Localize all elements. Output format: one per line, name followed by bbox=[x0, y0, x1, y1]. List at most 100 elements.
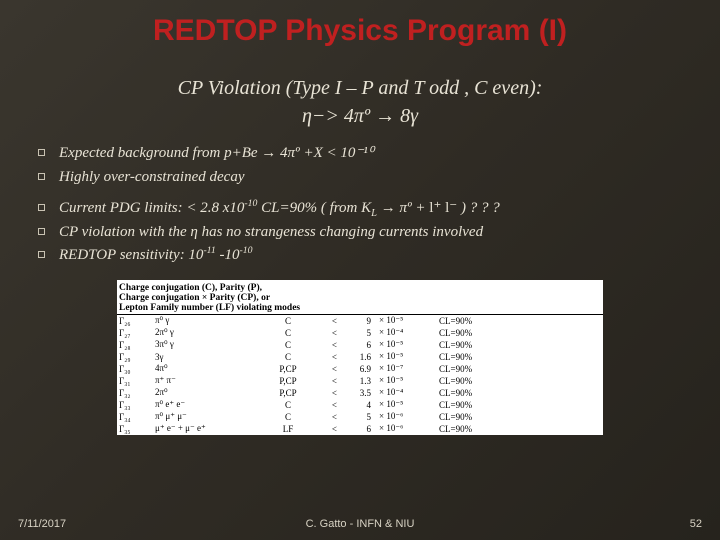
cell-cl: CL=90% bbox=[437, 411, 603, 423]
bullet-item: Expected background from p+Be → 4πº +X <… bbox=[38, 144, 700, 164]
bullet-text: Highly over-constrained decay bbox=[59, 168, 700, 188]
subtitle-line2: η−> 4πº → 8γ bbox=[302, 105, 418, 127]
cell-gamma: Γ₃₅ bbox=[117, 423, 153, 435]
cell-lt: < bbox=[313, 375, 343, 387]
cell-mode: 2π⁰ γ bbox=[153, 327, 263, 339]
table-header-line: Charge conjugation × Parity (CP), or bbox=[119, 293, 270, 303]
cell-gamma: Γ₂₉ bbox=[117, 351, 153, 363]
cell-tag: C bbox=[263, 314, 313, 327]
cell-exp: × 10⁻⁶ bbox=[377, 411, 437, 423]
cell-mode: 3γ bbox=[153, 351, 263, 363]
cell-lt: < bbox=[313, 327, 343, 339]
cell-tag: P,CP bbox=[263, 375, 313, 387]
cell-gamma: Γ₃₂ bbox=[117, 387, 153, 399]
cell-tag: C bbox=[263, 399, 313, 411]
cell-gamma: Γ₂₇ bbox=[117, 327, 153, 339]
bullet-sup: -11 bbox=[203, 245, 215, 256]
cell-val: 4 bbox=[343, 399, 377, 411]
table-header-line: Charge conjugation (C), Parity (P), bbox=[119, 283, 262, 293]
bullet-text: REDTOP sensitivity: 10-11 -10-10 bbox=[59, 246, 700, 266]
cell-cl: CL=90% bbox=[437, 314, 603, 327]
table-header-line: Lepton Family number (LF) violating mode… bbox=[119, 303, 300, 313]
pdg-table: Charge conjugation (C), Parity (P), Char… bbox=[117, 280, 603, 435]
bullet-square-icon bbox=[38, 204, 45, 211]
bullet-item: CP violation with the η has no strangene… bbox=[38, 223, 700, 243]
cell-lt: < bbox=[313, 314, 343, 327]
cell-cl: CL=90% bbox=[437, 423, 603, 435]
cell-exp: × 10⁻⁵ bbox=[377, 375, 437, 387]
cell-lt: < bbox=[313, 351, 343, 363]
cell-val: 5 bbox=[343, 411, 377, 423]
cell-val: 5 bbox=[343, 327, 377, 339]
bullet-item: Current PDG limits: < 2.8 x10-10 CL=90% … bbox=[38, 199, 700, 219]
bullet-item: REDTOP sensitivity: 10-11 -10-10 bbox=[38, 246, 700, 266]
bullet-text: CP violation with the η has no strangene… bbox=[59, 223, 700, 243]
cell-gamma: Γ₂₈ bbox=[117, 339, 153, 351]
bullet-fragment: Current PDG limits: < 2.8 x10 bbox=[59, 200, 244, 216]
cell-exp: × 10⁻⁷ bbox=[377, 363, 437, 375]
cell-cl: CL=90% bbox=[437, 339, 603, 351]
cell-mode: π⁺ π⁻ bbox=[153, 375, 263, 387]
cell-mode: μ⁺ e⁻ + μ⁻ e⁺ bbox=[153, 423, 263, 435]
cell-val: 9 bbox=[343, 314, 377, 327]
table-header: Charge conjugation (C), Parity (P), Char… bbox=[117, 280, 603, 315]
table-row: Γ₃₂2π⁰P,CP<3.5× 10⁻⁴CL=90% bbox=[117, 387, 603, 399]
table-row: Γ₃₅μ⁺ e⁻ + μ⁻ e⁺LF<6× 10⁻⁶CL=90% bbox=[117, 423, 603, 435]
cell-mode: π⁰ e⁺ e⁻ bbox=[153, 399, 263, 411]
cell-mode: 4π⁰ bbox=[153, 363, 263, 375]
cell-mode: 2π⁰ bbox=[153, 387, 263, 399]
cell-val: 1.6 bbox=[343, 351, 377, 363]
table-row: Γ₂₈3π⁰ γC<6× 10⁻⁵CL=90% bbox=[117, 339, 603, 351]
cell-tag: C bbox=[263, 327, 313, 339]
cell-lt: < bbox=[313, 411, 343, 423]
cell-lt: < bbox=[313, 339, 343, 351]
cell-tag: C bbox=[263, 339, 313, 351]
bullet-fragment: → πº + bbox=[377, 200, 429, 216]
cell-exp: × 10⁻⁴ bbox=[377, 327, 437, 339]
table-row: Γ₂₆π⁰ γC<9× 10⁻⁵CL=90% bbox=[117, 314, 603, 327]
bullet-fragment: -10 bbox=[216, 247, 240, 263]
cell-cl: CL=90% bbox=[437, 399, 603, 411]
cell-val: 6.9 bbox=[343, 363, 377, 375]
cell-cl: CL=90% bbox=[437, 387, 603, 399]
cell-gamma: Γ₃₄ bbox=[117, 411, 153, 423]
cell-val: 6 bbox=[343, 339, 377, 351]
table-row: Γ₃₃π⁰ e⁺ e⁻C<4× 10⁻⁵CL=90% bbox=[117, 399, 603, 411]
bullet-sup: -10 bbox=[239, 245, 252, 256]
footer-page-number: 52 bbox=[690, 518, 702, 530]
cell-cl: CL=90% bbox=[437, 351, 603, 363]
cell-lt: < bbox=[313, 399, 343, 411]
cell-lt: < bbox=[313, 387, 343, 399]
bullet-fragment: ) ? ? ? bbox=[457, 200, 500, 216]
subtitle: CP Violation (Type I – P and T odd , C e… bbox=[0, 74, 720, 130]
table-row: Γ₂₉3γC<1.6× 10⁻⁵CL=90% bbox=[117, 351, 603, 363]
cell-exp: × 10⁻⁵ bbox=[377, 399, 437, 411]
subtitle-line1: CP Violation (Type I – P and T odd , C e… bbox=[178, 77, 543, 99]
bullet-fragment: REDTOP sensitivity: 10 bbox=[59, 247, 203, 263]
cell-val: 3.5 bbox=[343, 387, 377, 399]
cell-cl: CL=90% bbox=[437, 375, 603, 387]
cell-gamma: Γ₃₁ bbox=[117, 375, 153, 387]
bullet-square-icon bbox=[38, 228, 45, 235]
cell-cl: CL=90% bbox=[437, 363, 603, 375]
bullet-text: Current PDG limits: < 2.8 x10-10 CL=90% … bbox=[59, 199, 700, 219]
cell-exp: × 10⁻⁵ bbox=[377, 339, 437, 351]
table-row: Γ₂₇2π⁰ γC<5× 10⁻⁴CL=90% bbox=[117, 327, 603, 339]
cell-tag: P,CP bbox=[263, 363, 313, 375]
bullet-square-icon bbox=[38, 173, 45, 180]
cell-gamma: Γ₃₃ bbox=[117, 399, 153, 411]
bullet-fragment: CL=90% ( from K bbox=[257, 200, 371, 216]
cell-tag: LF bbox=[263, 423, 313, 435]
cell-exp: × 10⁻⁴ bbox=[377, 387, 437, 399]
table-row: Γ₃₁π⁺ π⁻P,CP<1.3× 10⁻⁵CL=90% bbox=[117, 375, 603, 387]
cell-lt: < bbox=[313, 363, 343, 375]
bullet-list: Expected background from p+Be → 4πº +X <… bbox=[38, 144, 700, 266]
cell-val: 1.3 bbox=[343, 375, 377, 387]
bullet-item: Highly over-constrained decay bbox=[38, 168, 700, 188]
bullet-square-icon bbox=[38, 251, 45, 258]
cell-val: 6 bbox=[343, 423, 377, 435]
table-row: Γ₃₄π⁰ μ⁺ μ⁻C<5× 10⁻⁶CL=90% bbox=[117, 411, 603, 423]
cell-tag: C bbox=[263, 351, 313, 363]
cell-cl: CL=90% bbox=[437, 327, 603, 339]
cell-mode: π⁰ μ⁺ μ⁻ bbox=[153, 411, 263, 423]
